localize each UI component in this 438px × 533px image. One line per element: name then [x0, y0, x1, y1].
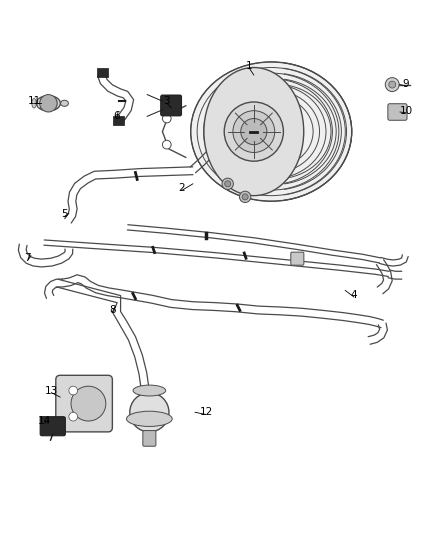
Circle shape [385, 78, 399, 92]
Circle shape [224, 102, 283, 161]
FancyBboxPatch shape [113, 116, 124, 125]
Text: 7: 7 [24, 253, 31, 263]
FancyBboxPatch shape [40, 417, 65, 436]
Ellipse shape [60, 100, 68, 107]
Ellipse shape [47, 99, 52, 108]
Ellipse shape [204, 68, 304, 196]
Circle shape [240, 191, 251, 203]
Circle shape [69, 413, 78, 421]
Text: 11: 11 [28, 96, 41, 106]
Circle shape [222, 178, 233, 189]
Ellipse shape [53, 99, 57, 108]
Ellipse shape [127, 411, 172, 426]
Circle shape [389, 81, 396, 88]
Circle shape [69, 386, 78, 395]
Text: 8: 8 [109, 305, 116, 315]
Circle shape [40, 94, 57, 112]
FancyBboxPatch shape [388, 104, 407, 120]
Ellipse shape [32, 99, 36, 108]
FancyBboxPatch shape [56, 375, 113, 432]
Text: 10: 10 [399, 106, 413, 116]
Ellipse shape [37, 99, 42, 108]
FancyBboxPatch shape [161, 95, 182, 116]
Text: 5: 5 [61, 209, 68, 219]
Circle shape [225, 181, 231, 187]
Ellipse shape [191, 62, 352, 201]
FancyBboxPatch shape [143, 431, 156, 446]
Ellipse shape [130, 393, 169, 432]
Text: 12: 12 [199, 407, 212, 417]
Circle shape [241, 118, 267, 144]
Circle shape [162, 140, 171, 149]
Text: 13: 13 [45, 385, 58, 395]
Ellipse shape [133, 385, 166, 396]
FancyBboxPatch shape [97, 68, 109, 77]
Text: 9: 9 [403, 79, 410, 88]
Circle shape [233, 111, 275, 152]
Circle shape [162, 114, 171, 123]
Text: 6: 6 [113, 111, 120, 122]
Text: 14: 14 [38, 416, 52, 426]
Circle shape [242, 194, 248, 200]
Ellipse shape [42, 99, 47, 108]
Ellipse shape [36, 96, 60, 111]
Text: 4: 4 [350, 290, 357, 300]
Text: 2: 2 [179, 183, 185, 193]
Text: 1: 1 [246, 61, 253, 71]
FancyBboxPatch shape [291, 252, 304, 265]
Circle shape [71, 386, 106, 421]
Text: 3: 3 [163, 96, 170, 106]
